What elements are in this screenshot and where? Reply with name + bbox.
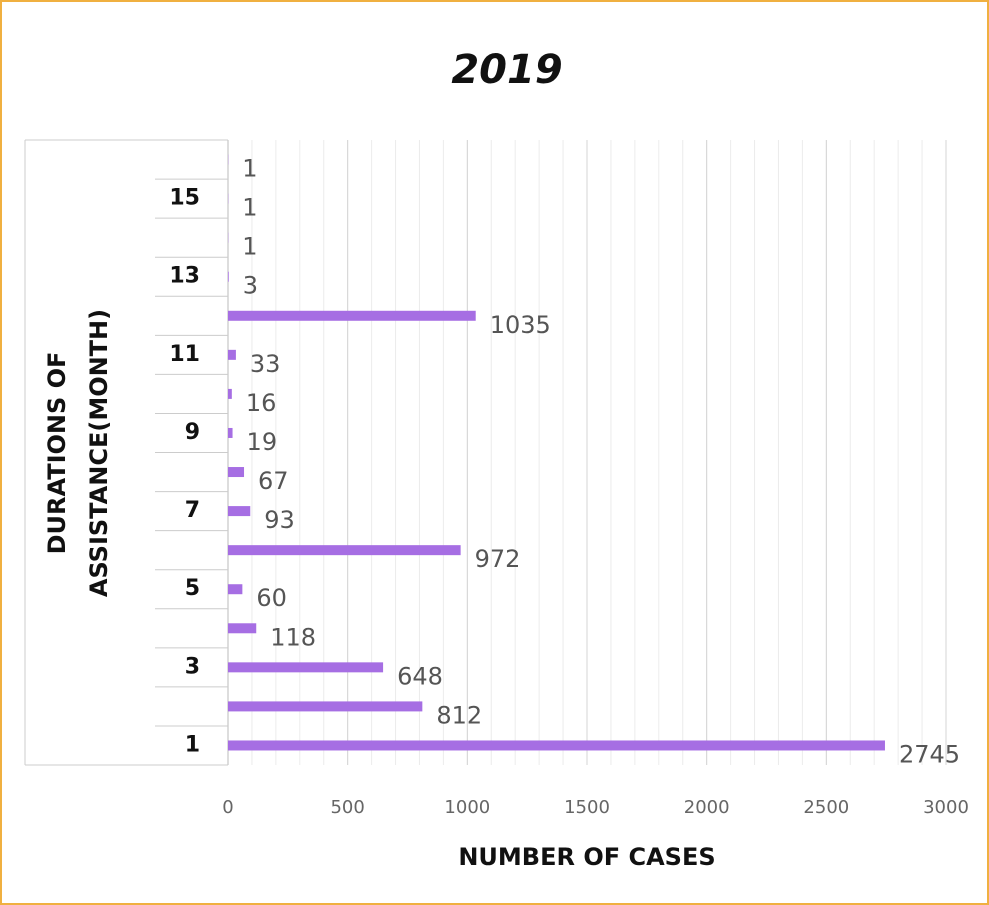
y-tick-label: 1 xyxy=(185,732,200,757)
bar xyxy=(228,662,384,673)
value-label: 3 xyxy=(243,272,258,300)
value-label: 648 xyxy=(397,662,443,690)
value-label: 1 xyxy=(242,155,257,183)
value-label: 2745 xyxy=(899,740,960,768)
y-tick-label: 7 xyxy=(185,498,200,523)
y-axis-label: DURATIONS OF xyxy=(43,352,71,555)
bar xyxy=(228,271,229,282)
x-tick-label: 3000 xyxy=(923,797,969,818)
value-label: 60 xyxy=(256,584,287,612)
bar xyxy=(228,701,423,712)
x-tick-label: 0 xyxy=(222,797,233,818)
bar xyxy=(228,740,885,751)
y-tick-label: 11 xyxy=(169,342,200,367)
x-tick-label: 1500 xyxy=(564,797,610,818)
bar xyxy=(228,545,461,556)
x-axis-label: NUMBER OF CASES xyxy=(458,843,715,871)
x-tick-label: 2000 xyxy=(684,797,730,818)
y-tick-label: 3 xyxy=(185,654,200,679)
value-label: 1 xyxy=(242,233,257,261)
y-tick-label: 9 xyxy=(185,420,200,445)
bar xyxy=(228,310,476,321)
y-tick-label: 5 xyxy=(185,576,200,601)
y-axis-label: ASSISTANCE(MONTH) xyxy=(85,309,113,597)
value-label: 67 xyxy=(258,467,289,495)
value-label: 93 xyxy=(264,506,295,534)
value-label: 16 xyxy=(246,389,277,417)
bar xyxy=(228,467,245,478)
chart-title: 2019 xyxy=(451,47,562,93)
value-label: 812 xyxy=(436,701,482,729)
x-tick-label: 500 xyxy=(330,797,364,818)
y-tick-label: 13 xyxy=(169,264,200,289)
value-label: 118 xyxy=(270,623,316,651)
value-label: 33 xyxy=(250,350,281,378)
y-tick-label: 15 xyxy=(169,186,200,211)
value-label: 19 xyxy=(247,428,278,456)
bar xyxy=(228,584,243,595)
x-tick-label: 2500 xyxy=(803,797,849,818)
bar xyxy=(228,349,236,360)
x-tick-label: 1000 xyxy=(444,797,490,818)
bar xyxy=(228,506,251,517)
bar xyxy=(228,623,257,634)
value-label: 1 xyxy=(242,194,257,222)
value-label: 1035 xyxy=(490,311,551,339)
value-label: 972 xyxy=(475,545,521,573)
bar xyxy=(228,388,232,399)
bar xyxy=(228,427,233,438)
